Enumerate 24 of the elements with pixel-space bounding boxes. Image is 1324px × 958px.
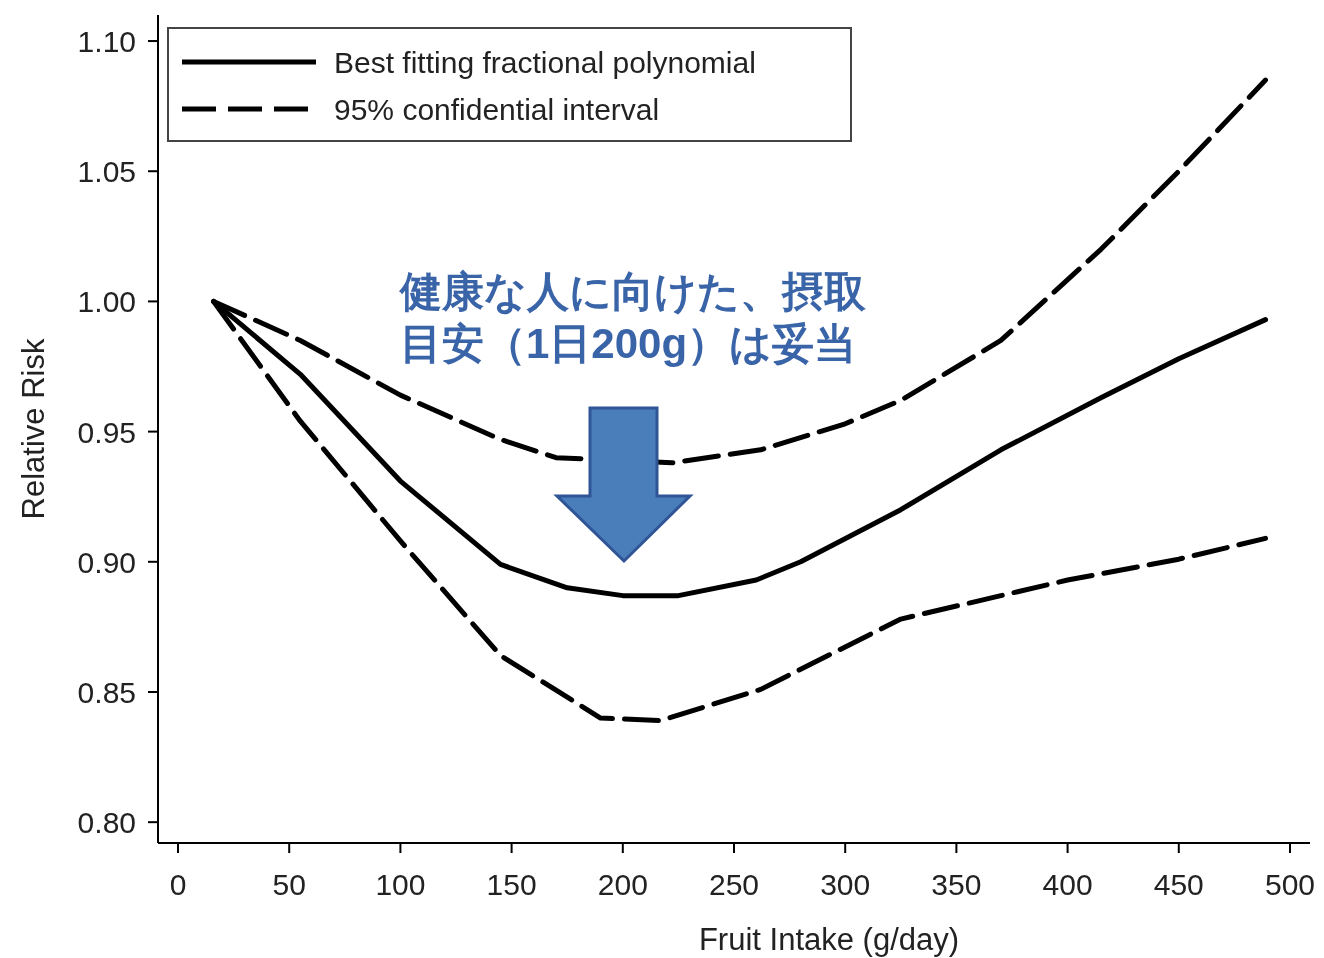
x-tick-label: 0	[169, 868, 187, 901]
legend-label: Best fitting fractional polynomial	[334, 46, 756, 79]
y-axis-title: Relative Risk	[16, 338, 51, 520]
x-tick-label: 450	[1153, 868, 1204, 901]
x-tick-label: 100	[375, 868, 426, 901]
x-tick-label: 250	[708, 868, 760, 901]
x-tick-label: 300	[820, 868, 871, 901]
y-tick-label: 1.10	[77, 25, 136, 59]
x-tick-label: 150	[486, 868, 537, 901]
x-axis-title: Fruit Intake (g/day)	[698, 922, 960, 957]
x-tick-label: 350	[931, 868, 982, 901]
y-tick-label: 1.00	[77, 285, 136, 319]
y-tick-label: 0.90	[77, 545, 136, 579]
y-tick-label: 0.85	[77, 675, 136, 709]
x-tick-label: 500	[1264, 868, 1316, 901]
annotation: 健康な人に向けた、摂取	[398, 268, 866, 315]
annotation: 目安（1日200g）は妥当	[400, 320, 857, 367]
y-tick-label: 1.05	[77, 155, 136, 189]
x-tick-label: 400	[1042, 868, 1093, 901]
x-tick-label: 50	[272, 868, 306, 901]
y-tick-label: 0.95	[77, 415, 136, 449]
legend-label: 95% confidential interval	[334, 93, 660, 126]
x-tick-label: 200	[597, 868, 648, 901]
y-tick-label: 0.80	[77, 806, 136, 840]
